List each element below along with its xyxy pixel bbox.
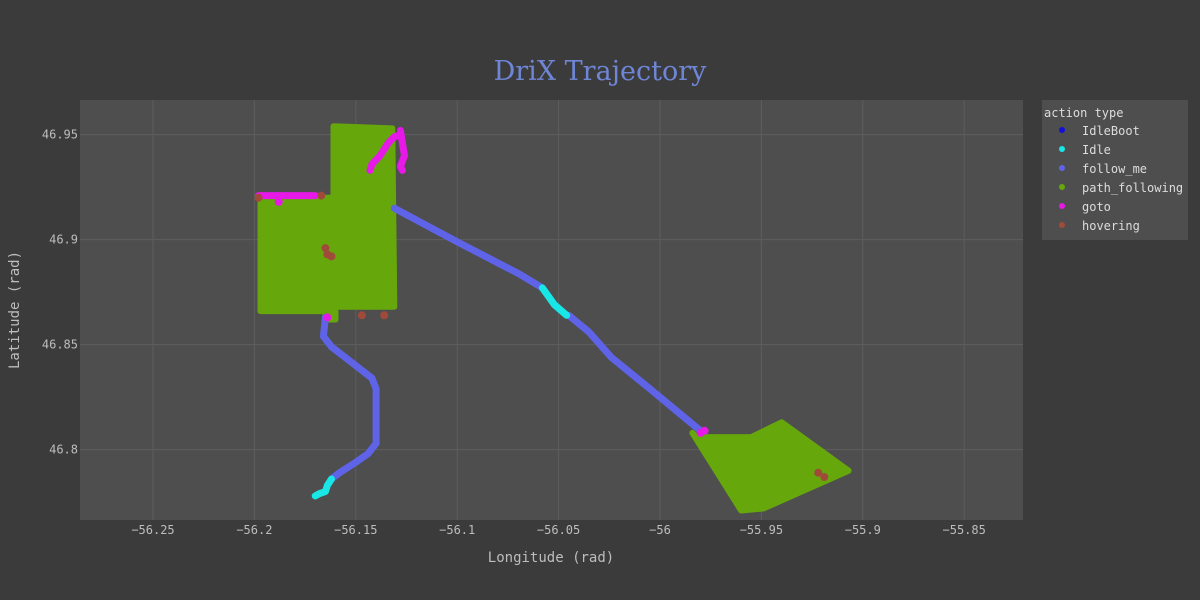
x-tick-label: −56.15 — [334, 523, 377, 537]
track-point — [380, 311, 389, 320]
legend-marker — [1059, 146, 1065, 152]
x-tick-label: −55.85 — [943, 523, 986, 537]
track-segment — [538, 284, 571, 319]
x-tick-label: −56.25 — [131, 523, 174, 537]
legend-label: follow_me — [1082, 162, 1147, 176]
track-segment — [390, 204, 546, 292]
legend-item-idleboot[interactable]: IdleBoot — [1059, 124, 1140, 138]
legend-item-path-following[interactable]: path_following — [1059, 181, 1183, 195]
x-tick-label: −56.05 — [537, 523, 580, 537]
track-segment — [319, 313, 380, 483]
legend-label: path_following — [1082, 181, 1183, 195]
track-point — [820, 473, 829, 481]
track-segment — [311, 475, 335, 500]
track-point — [323, 313, 332, 322]
legend-marker — [1059, 165, 1065, 171]
track-point — [321, 244, 330, 253]
y-tick-label: 46.8 — [49, 443, 78, 457]
legend-label: goto — [1082, 200, 1111, 214]
legend-item-goto[interactable]: goto — [1059, 200, 1111, 214]
legend-label: IdleBoot — [1082, 124, 1140, 138]
track-point — [317, 191, 326, 200]
track-point — [254, 193, 263, 202]
legend-marker — [1059, 222, 1065, 228]
x-tick-label: −56 — [649, 523, 671, 537]
chart-title: DriX Trajectory — [494, 56, 707, 87]
legend-marker — [1059, 127, 1065, 133]
track-segment — [366, 131, 404, 174]
track-point — [274, 197, 283, 206]
track-point — [327, 252, 336, 261]
coverage-area — [257, 194, 337, 315]
track-point — [700, 426, 709, 435]
legend-item-hovering[interactable]: hovering — [1059, 219, 1140, 233]
series-idle — [311, 284, 571, 500]
x-tick-label: −55.9 — [845, 523, 881, 537]
legend-label: Idle — [1082, 143, 1111, 157]
y-tick-label: 46.85 — [42, 338, 78, 352]
y-tick-label: 46.95 — [42, 128, 78, 142]
track-point — [357, 311, 366, 320]
series-goto — [255, 127, 709, 437]
x-axis-title: Longitude (rad) — [488, 550, 614, 566]
x-tick-label: −56.2 — [236, 523, 272, 537]
track-point — [814, 468, 823, 477]
legend-marker — [1059, 203, 1065, 209]
legend-item-idle[interactable]: Idle — [1059, 143, 1111, 157]
legend-title: action type — [1044, 106, 1123, 120]
y-axis-title: Latitude (rad) — [7, 251, 23, 369]
plot-area[interactable] — [80, 100, 1023, 520]
track-segment — [396, 127, 408, 174]
legend-item-follow-me[interactable]: follow_me — [1059, 162, 1147, 176]
series-follow-me — [319, 204, 705, 483]
legend-label: hovering — [1082, 219, 1140, 233]
data-layer — [254, 123, 852, 514]
legend-marker — [1059, 184, 1065, 190]
x-tick-label: −55.95 — [740, 523, 783, 537]
x-axis-ticks: −56.25 −56.2 −56.15 −56.1 −56.05 −56 −55.95 −55… — [131, 523, 986, 537]
track-segment — [565, 311, 705, 435]
legend: action type IdleBoot Idle follow_me path_fo… — [1042, 100, 1188, 240]
y-axis-ticks: 46.8 46.85 46.9 46.95 — [42, 128, 78, 457]
legend-box — [1042, 100, 1188, 240]
x-tick-label: −56.1 — [439, 523, 475, 537]
series-hovering — [254, 191, 829, 481]
coverage-area — [689, 419, 852, 514]
y-tick-label: 46.9 — [49, 233, 78, 247]
